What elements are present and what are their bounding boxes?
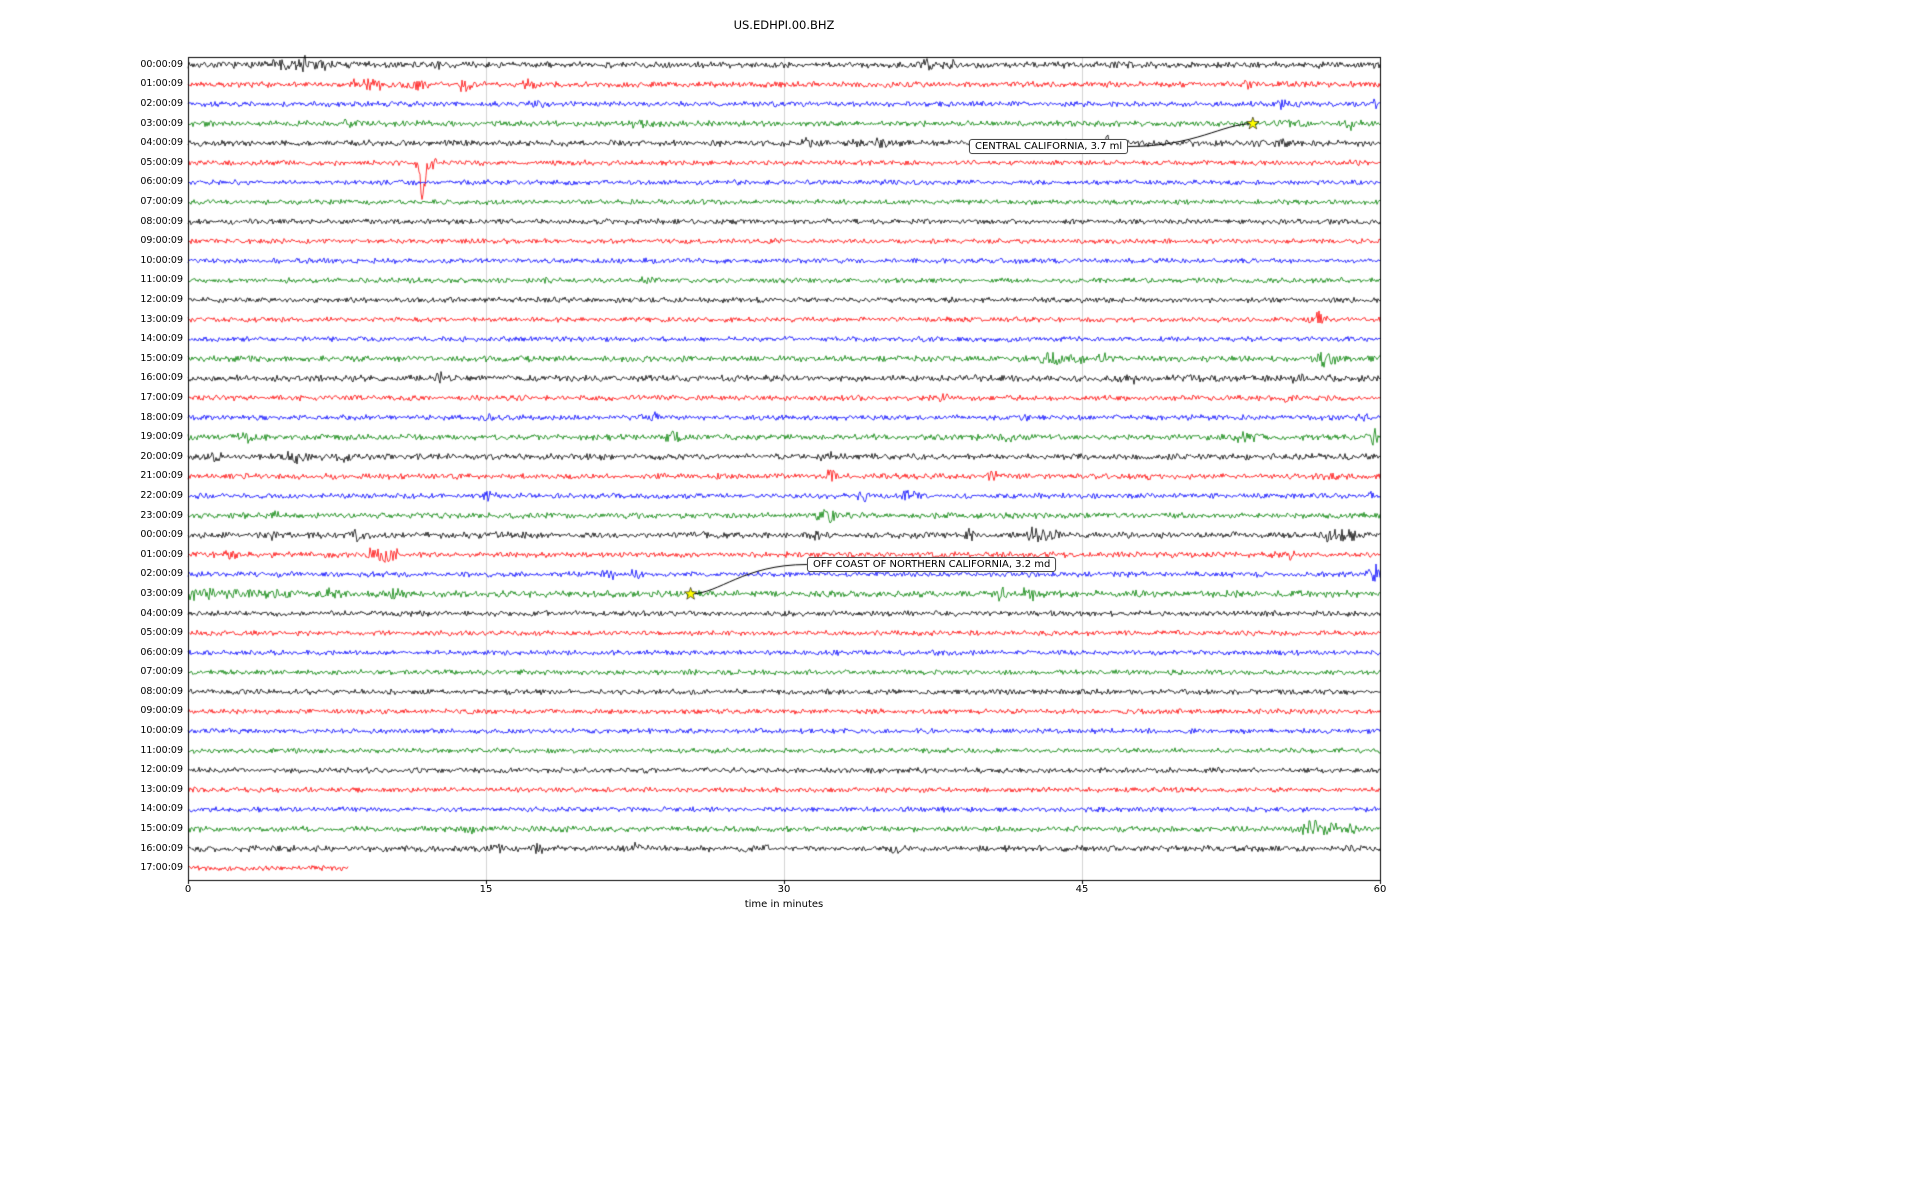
- row-label: 08:00:09: [140, 215, 183, 227]
- row-label: 02:00:09: [140, 98, 183, 110]
- row-label: 07:00:09: [140, 196, 183, 207]
- row-label: 06:00:09: [140, 176, 183, 188]
- row-label: 07:00:09: [140, 666, 183, 678]
- row-label: 09:00:09: [140, 705, 183, 717]
- row-label: 20:00:09: [140, 450, 183, 462]
- x-tick-label: 0: [184, 884, 192, 895]
- row-label: 13:00:09: [140, 783, 183, 795]
- x-tick-label: 60: [1373, 884, 1387, 895]
- row-label: 12:00:09: [140, 293, 183, 305]
- row-label: 11:00:09: [140, 274, 183, 286]
- row-label: 02:00:09: [140, 568, 183, 580]
- row-label: 05:00:09: [140, 156, 183, 168]
- row-label: 01:00:09: [140, 78, 183, 90]
- row-label: 01:00:09: [140, 548, 183, 560]
- row-label: 15:00:09: [140, 352, 183, 364]
- row-label: 08:00:09: [140, 685, 183, 697]
- event-annotation-box: CENTRAL CALIFORNIA, 3.7 ml: [969, 139, 1129, 154]
- row-label: 00:00:09: [140, 58, 183, 70]
- row-label: 17:00:09: [140, 391, 183, 403]
- row-label: 04:00:09: [140, 607, 183, 619]
- row-label: 22:00:09: [140, 489, 183, 501]
- row-label: 05:00:09: [140, 627, 183, 639]
- row-label: 14:00:09: [140, 333, 183, 345]
- row-label: 15:00:09: [140, 823, 183, 835]
- x-tick-label: 30: [777, 884, 791, 895]
- row-label: 16:00:09: [140, 842, 183, 854]
- row-label: 13:00:09: [140, 313, 183, 325]
- row-label: 11:00:09: [140, 744, 183, 756]
- row-label: 19:00:09: [140, 431, 183, 443]
- row-label: 17:00:09: [140, 862, 183, 874]
- row-label: 14:00:09: [140, 803, 183, 815]
- row-label: 10:00:09: [140, 254, 183, 266]
- event-annotation-box: OFF COAST OF NORTHERN CALIFORNIA, 3.2 md: [807, 557, 1057, 572]
- row-label: 00:00:09: [140, 529, 183, 541]
- chart-title: US.EDHPI.00.BHZ: [733, 18, 835, 32]
- row-label: 23:00:09: [140, 509, 183, 521]
- row-label: 09:00:09: [140, 235, 183, 247]
- row-label: 06:00:09: [140, 646, 183, 658]
- x-tick-label: 45: [1075, 884, 1089, 895]
- row-label: 21:00:09: [140, 470, 183, 482]
- row-label: 04:00:09: [140, 137, 183, 149]
- row-label: 12:00:09: [140, 764, 183, 776]
- row-label: 18:00:09: [140, 411, 183, 423]
- row-label: 03:00:09: [140, 587, 183, 599]
- x-axis-label: time in minutes: [744, 899, 824, 910]
- row-label: 03:00:09: [140, 117, 183, 129]
- x-tick-label: 15: [479, 884, 493, 895]
- row-label: 16:00:09: [140, 372, 183, 384]
- row-label: 10:00:09: [140, 725, 183, 737]
